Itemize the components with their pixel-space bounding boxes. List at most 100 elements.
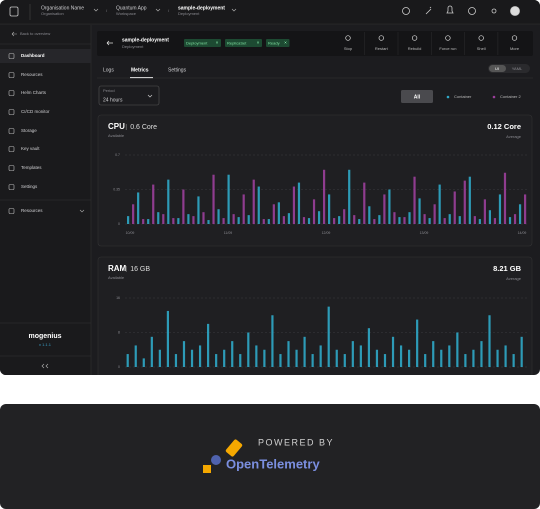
bar [126,354,129,367]
action-label[interactable]: More [510,46,520,51]
org-name[interactable]: Organisation Name [41,5,84,11]
bar [142,358,145,367]
back-link[interactable]: Back to overview [20,31,50,36]
tag-remove[interactable] [215,41,219,44]
nav-item[interactable]: Key vault [21,146,40,151]
bar [343,354,346,367]
bar [127,216,130,224]
bar [174,354,178,367]
otel-logo [203,439,243,473]
bar [292,186,296,224]
nav-item[interactable]: Storage [21,128,37,133]
nav-item[interactable]: Resources [21,208,43,213]
nav-icon [8,90,15,96]
bar [335,349,338,367]
bar [438,184,441,224]
nav-item[interactable]: Settings [21,184,38,189]
bar [279,354,282,367]
bar [202,212,205,224]
filter-all-label: All [414,94,421,100]
bar [267,219,270,224]
bar [192,216,195,224]
tab[interactable]: Logs [103,67,114,73]
toggle-yaml[interactable]: YAML [512,66,523,71]
bar [398,217,401,224]
action-label[interactable]: Stop [344,46,353,51]
deployment-label: Deployment [178,11,200,16]
bar [302,217,306,224]
tab[interactable]: Metrics [131,67,149,73]
card-average: 8.21 GB [493,264,522,273]
nav-item[interactable]: Dashboard [21,53,45,58]
nav-chevron [79,209,85,213]
bar [416,319,419,367]
tag[interactable] [266,39,290,47]
bar [468,176,471,224]
bar [212,174,215,224]
legend-label[interactable]: Container 2 [500,94,521,99]
deployment-name[interactable]: sample-deployment [178,5,225,11]
bar [351,341,354,367]
bar [142,219,145,224]
card-capacity: 16 GB [130,266,150,273]
action-label[interactable]: Rebuild [408,46,422,51]
action-icon [378,35,384,41]
period-value: 24 hours [103,97,123,103]
action-label[interactable]: Restart [375,46,389,51]
bar [198,345,202,367]
nav-item[interactable]: Helm Charts [21,90,47,95]
nav-item[interactable]: CI/CD monitor [21,109,50,114]
bar [317,211,321,224]
bar [523,194,527,224]
bar [262,219,265,224]
bar [383,354,387,367]
y-tick-label: 0 [118,222,120,226]
bar [443,218,446,224]
action-icon [411,35,418,41]
action-label[interactable]: Shell [477,46,486,51]
card-title: CPU [108,122,125,131]
bar [247,332,250,367]
collapse[interactable] [41,363,49,369]
header-bar [97,31,533,56]
card-title: RAM [108,264,127,273]
otel-brand: OpenTelemetry [226,456,320,471]
bar [287,341,290,367]
workspace-name[interactable]: Quantum App [116,5,147,11]
bar [440,349,443,367]
brand: mogenius [28,333,61,340]
tag-remove[interactable] [284,41,287,44]
bar [157,212,160,224]
bar [403,217,406,224]
card-average: 0.12 Core [487,122,521,131]
bar [333,218,336,224]
nav-item[interactable]: Templates [21,165,42,170]
bar [518,204,522,224]
bar [307,218,311,224]
tag[interactable] [225,39,262,47]
period-select[interactable] [98,85,160,106]
nav-item[interactable]: Resources [21,72,43,77]
bar [433,204,436,224]
tag-remove[interactable] [256,41,260,44]
home-icon[interactable] [9,6,19,17]
top-icons[interactable] [402,5,520,16]
bar [207,323,210,367]
bar [257,186,260,224]
tag[interactable] [184,39,221,47]
x-tick-label: 14/09 [518,231,527,235]
period-label: Period [103,88,115,93]
bar [353,215,356,224]
legend-label[interactable]: Container [454,94,472,99]
filter-all[interactable] [401,90,433,103]
bar [150,336,153,367]
tab[interactable]: Settings [168,67,187,73]
bar [368,206,371,224]
action-label[interactable]: Force run [439,46,456,51]
card-capacity-label: Available [108,133,125,138]
bar [247,215,250,224]
bar [319,345,322,367]
tag-label: ReplicaSet [227,40,247,45]
bar [223,349,226,367]
toggle-ui[interactable]: UI [495,66,499,71]
